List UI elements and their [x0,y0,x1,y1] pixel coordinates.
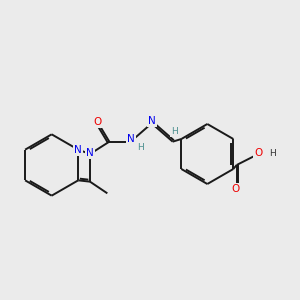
Text: H: H [269,149,276,158]
Text: N: N [127,134,134,144]
Text: O: O [254,148,263,158]
Text: N: N [148,116,155,126]
Text: N: N [86,148,94,158]
Text: H: H [136,143,143,152]
Text: O: O [232,184,240,194]
Text: H: H [171,127,178,136]
Text: N: N [74,145,82,155]
Text: O: O [93,117,101,127]
